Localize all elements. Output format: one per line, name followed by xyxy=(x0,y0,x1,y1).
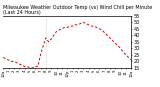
Text: Milwaukee Weather Outdoor Temp (vs) Wind Chill per Minute (Last 24 Hours): Milwaukee Weather Outdoor Temp (vs) Wind… xyxy=(3,5,152,15)
